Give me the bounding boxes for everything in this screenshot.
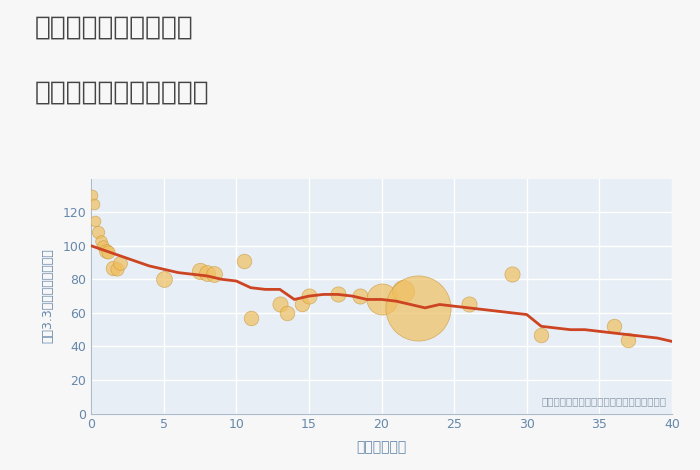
Point — [90, 217, 101, 224]
Point — [281, 309, 293, 317]
Point — [158, 275, 169, 283]
Point — [202, 269, 213, 276]
Point — [111, 266, 122, 273]
Text: 築年数別中古戸建て価格: 築年数別中古戸建て価格 — [35, 80, 209, 106]
Point — [332, 290, 344, 298]
Point — [92, 228, 104, 236]
Point — [463, 301, 475, 308]
Point — [376, 296, 387, 303]
Point — [412, 304, 423, 312]
Point — [296, 301, 307, 308]
Point — [114, 259, 126, 266]
Point — [87, 192, 98, 199]
Y-axis label: 坪（3.3㎡）単価（万円）: 坪（3.3㎡）単価（万円） — [41, 249, 54, 344]
Text: 円の大きさは、取引のあった物件面積を示す: 円の大きさは、取引のあった物件面積を示す — [541, 397, 666, 407]
Point — [107, 264, 118, 271]
Point — [354, 292, 365, 300]
Point — [274, 301, 286, 308]
Point — [97, 242, 108, 250]
Point — [100, 247, 111, 255]
Point — [507, 271, 518, 278]
Point — [96, 237, 107, 244]
Point — [245, 314, 256, 321]
Point — [398, 287, 409, 295]
Point — [608, 322, 620, 330]
Point — [103, 249, 114, 256]
Point — [303, 292, 314, 300]
Point — [536, 331, 547, 338]
Point — [209, 271, 220, 278]
Point — [238, 257, 249, 265]
Point — [623, 336, 634, 344]
X-axis label: 築年数（年）: 築年数（年） — [356, 440, 407, 454]
Text: 兵庫県宝塚市口谷西の: 兵庫県宝塚市口谷西の — [35, 14, 194, 40]
Point — [88, 200, 99, 208]
Point — [195, 267, 206, 274]
